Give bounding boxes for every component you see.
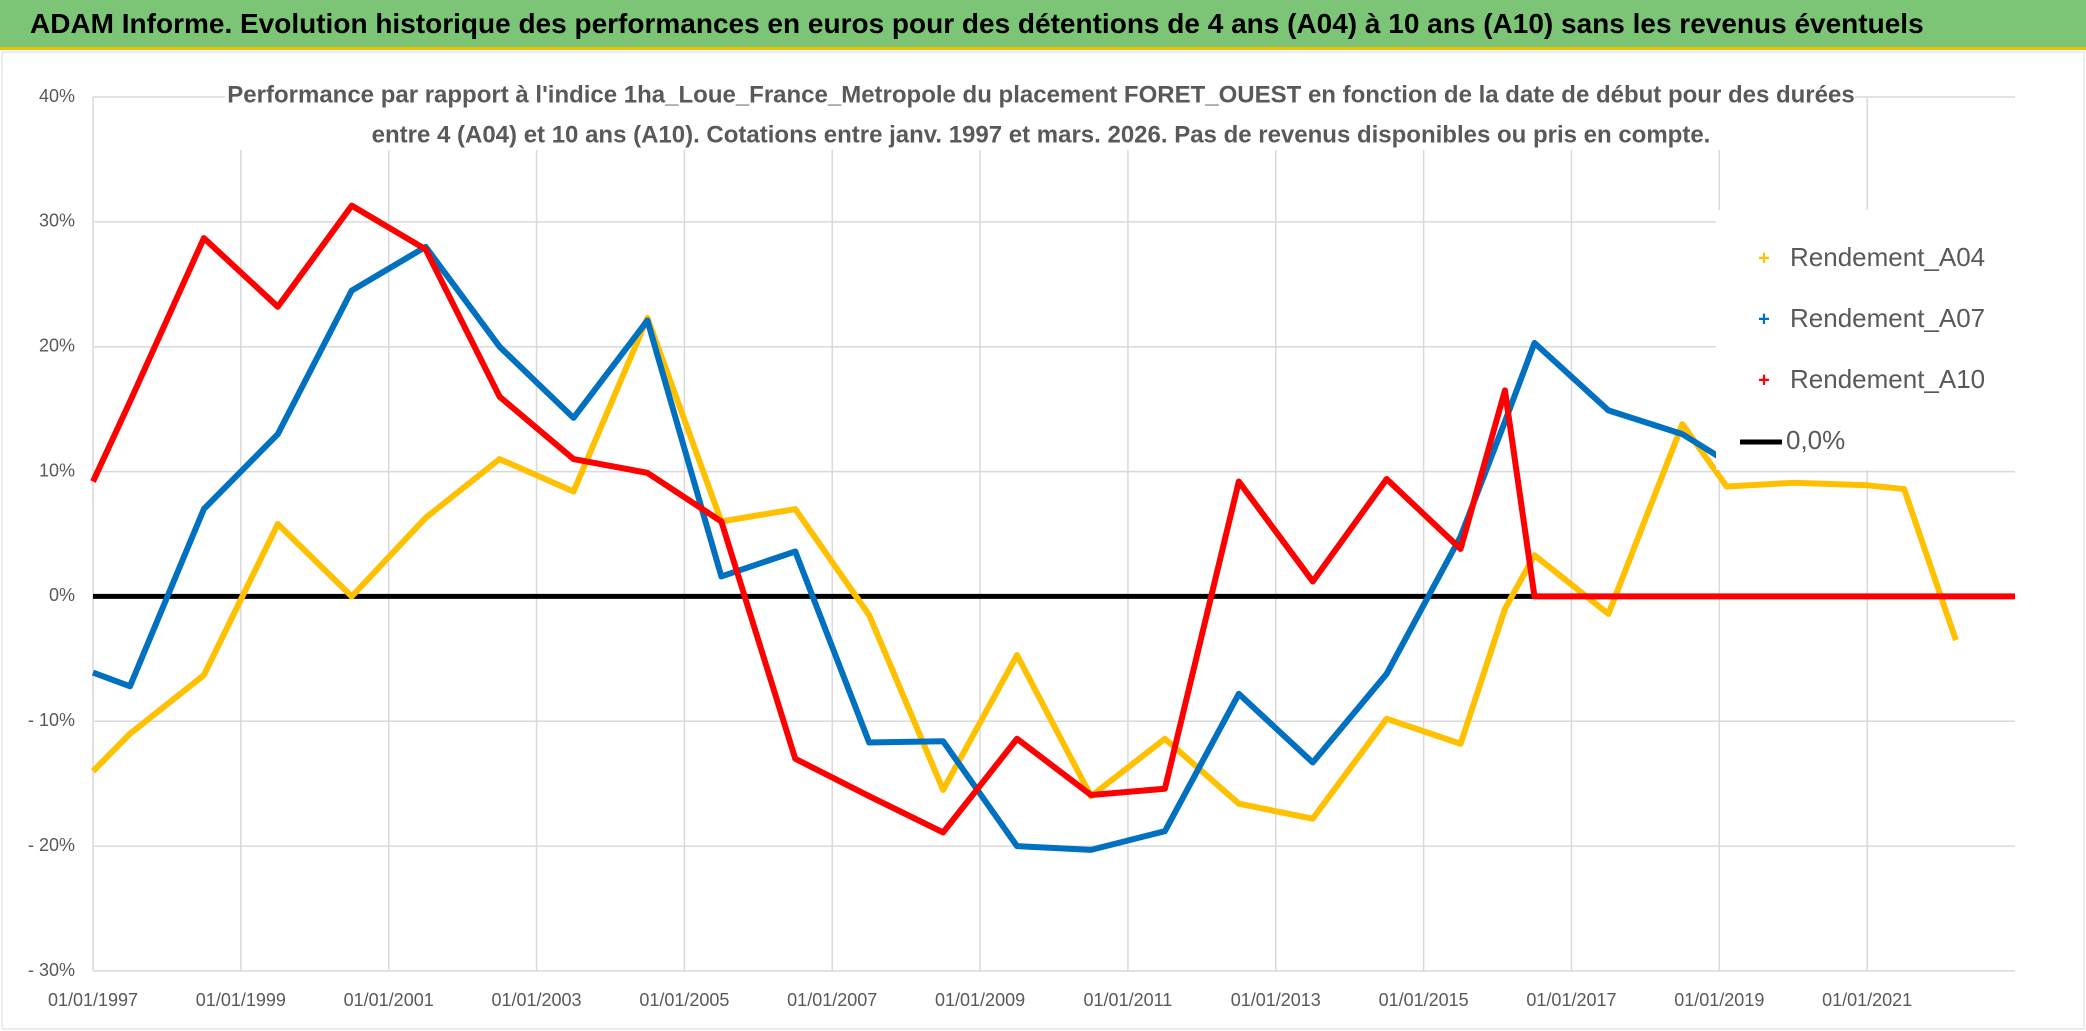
x-tick-label: 01/01/2011: [1084, 990, 1173, 1010]
x-tick-label: 01/01/2001: [344, 990, 434, 1010]
x-tick-label: 01/01/1997: [48, 990, 138, 1010]
chart: - 30% - 20% - 10% 0% 10% 20% 30% 40% 01/01/1997 0…: [1, 51, 2085, 1030]
y-tick-label: - 10%: [28, 710, 75, 730]
legend-label: Rendement_A07: [1790, 303, 1985, 333]
y-tick-label: 10%: [39, 460, 75, 480]
y-tick-label: 30%: [39, 211, 75, 231]
x-tick-label: 01/01/2005: [639, 990, 729, 1010]
x-tick-label: 01/01/2019: [1674, 990, 1764, 1010]
x-tick-label: 01/01/2013: [1231, 990, 1321, 1010]
x-tick-label: 01/01/2007: [787, 990, 877, 1010]
x-tick-label: 01/01/1999: [196, 990, 286, 1010]
y-tick-label: 0%: [49, 585, 75, 605]
x-tick-label: 01/01/2015: [1379, 990, 1469, 1010]
legend-marker: +: [1758, 369, 1770, 391]
chart-title: entre 4 (A04) et 10 ans (A10). Cotations…: [372, 121, 1711, 148]
legend-box: [1716, 210, 2022, 470]
legend-marker: +: [1758, 247, 1770, 269]
y-tick-label: 40%: [39, 86, 75, 106]
legend-marker: +: [1758, 308, 1770, 330]
x-tick-label: 01/01/2021: [1822, 990, 1912, 1010]
series-line: [91, 243, 1729, 853]
series-line: [90, 202, 2015, 836]
title-background: [225, 78, 1855, 150]
x-tick-label: 01/01/2017: [1526, 990, 1616, 1010]
y-tick-label: - 20%: [28, 835, 75, 855]
chart-title: Performance par rapport à l'indice 1ha_L…: [227, 81, 1854, 108]
x-tick-label: 01/01/2009: [935, 990, 1025, 1010]
y-tick-label: - 30%: [28, 960, 75, 980]
x-tick-label: 01/01/2003: [491, 990, 581, 1010]
y-tick-label: 20%: [39, 335, 75, 355]
chart-frame: [1, 51, 2085, 1030]
legend-label: Rendement_A10: [1790, 364, 1985, 394]
legend-label: Rendement_A04: [1790, 242, 1985, 272]
legend-label: 0,0%: [1786, 425, 1845, 455]
header-title: ADAM Informe. Evolution historique des p…: [0, 0, 2086, 50]
